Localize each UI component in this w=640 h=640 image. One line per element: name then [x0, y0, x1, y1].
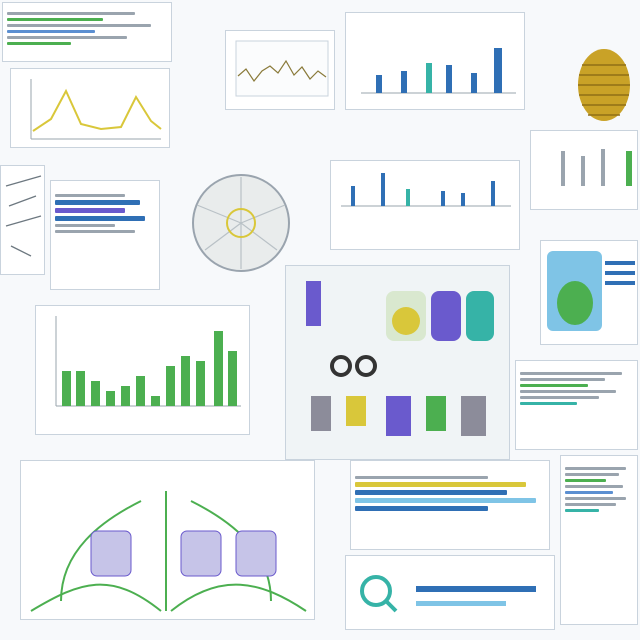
plant-network-icon: [30, 491, 307, 612]
seed-head-panel: [185, 165, 305, 280]
green-bar-chart: [55, 316, 241, 407]
bar-chart-panel-top: [345, 12, 525, 110]
text-panel-right: [515, 360, 638, 450]
instrument-panel: [285, 265, 510, 460]
wave-chart: [235, 40, 329, 97]
magnifier-icon: [360, 575, 536, 613]
middle-bar-chart: [341, 173, 511, 207]
sketch-panel-left: [0, 165, 45, 275]
lab-device-panel: [540, 240, 638, 345]
beehive-panel: [570, 30, 638, 125]
plant-network-panel: [20, 460, 315, 620]
bar-chart-panel-middle: [330, 160, 520, 250]
green-bar-chart-panel: [35, 305, 250, 435]
text-panel-top-left: [2, 2, 172, 62]
sketch-drawing: [5, 175, 42, 257]
top-bar-chart: [361, 48, 516, 94]
beehive-icon: [578, 49, 630, 121]
wave-chart-panel: [225, 30, 335, 110]
instrument-graphic: [306, 281, 494, 436]
horizontal-bar-panel: [50, 180, 160, 290]
lab-device-icon: [547, 251, 635, 331]
peak-line-chart: [30, 79, 162, 140]
text-panel-bottom-right: [560, 455, 638, 625]
line-chart-panel-left: [10, 68, 170, 148]
seed-head-icon: [192, 174, 290, 272]
right-bar-chart: [561, 149, 632, 186]
progress-panel: [350, 460, 550, 550]
bar-chart-panel-right: [530, 130, 638, 210]
bottom-right-panel: [345, 555, 555, 630]
